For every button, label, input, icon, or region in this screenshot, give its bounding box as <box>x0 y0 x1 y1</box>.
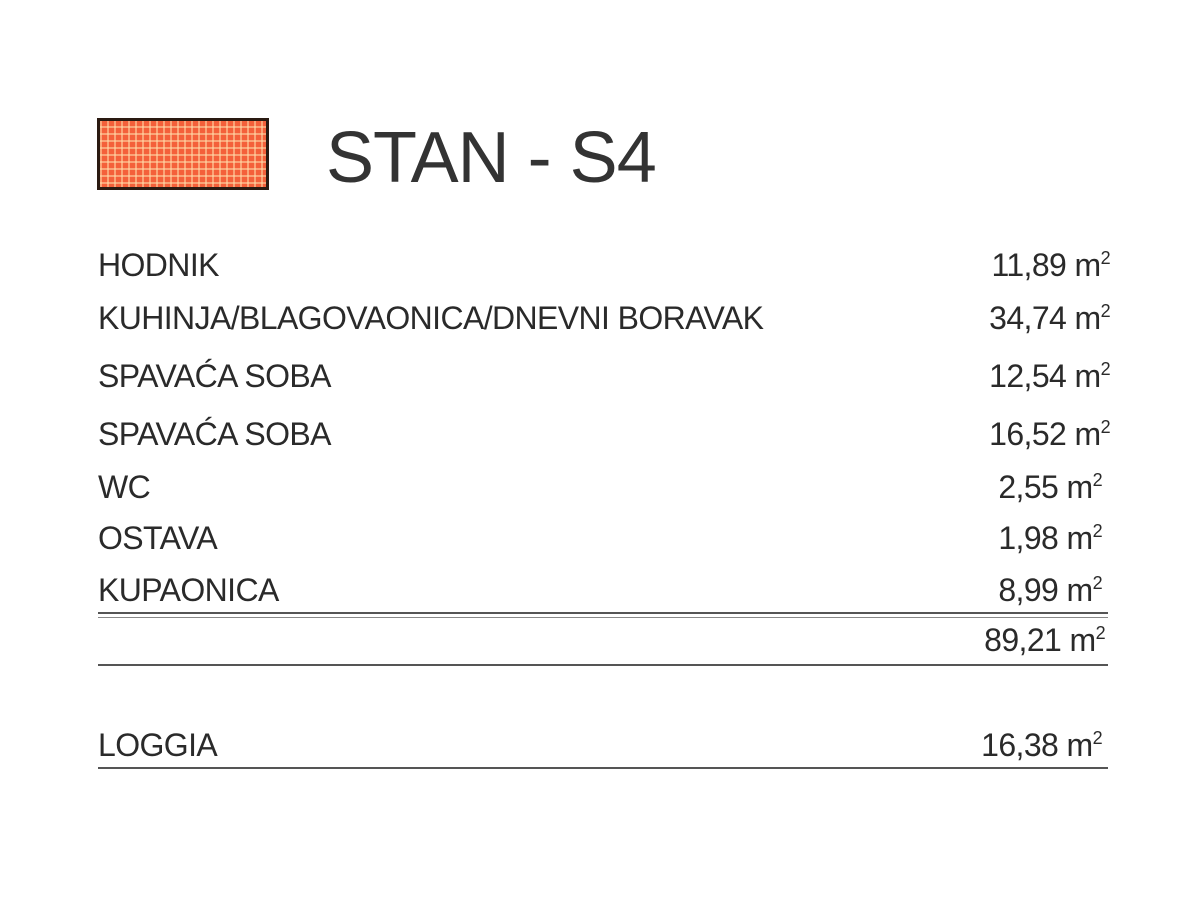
room-name: SPAVAĆA SOBA <box>98 358 332 394</box>
room-name: OSTAVA <box>98 520 218 556</box>
total-row: 89,21 m2 <box>98 620 1110 660</box>
room-row: OSTAVA 1,98 m2 <box>98 518 1110 558</box>
room-area: 11,89 m2 <box>991 247 1111 283</box>
room-row: KUPAONICA 8,99 m2 <box>98 570 1110 610</box>
room-name: SPAVAĆA SOBA <box>98 416 332 452</box>
room-name: HODNIK <box>98 247 219 283</box>
room-row: HODNIK 11,89 m2 <box>98 245 1111 285</box>
room-name: KUPAONICA <box>98 572 279 608</box>
room-row: KUHINJA/BLAGOVAONICA/DNEVNI BORAVAK 34,74… <box>98 298 1111 338</box>
room-row: SPAVAĆA SOBA 12,54 m2 <box>98 356 1111 396</box>
loggia-row: LOGGIA 16,38 m2 <box>98 725 1110 765</box>
room-area: 2,55 m2 <box>998 469 1102 505</box>
divider <box>98 664 1108 666</box>
room-area: 12,54 m2 <box>989 358 1110 394</box>
room-area: 8,99 m2 <box>998 572 1102 608</box>
apartment-color-swatch <box>97 118 269 190</box>
room-row: WC 2,55 m2 <box>98 467 1110 507</box>
room-area: 16,52 m2 <box>989 416 1110 452</box>
room-area: 34,74 m2 <box>989 300 1110 336</box>
loggia-name: LOGGIA <box>98 727 218 763</box>
divider <box>98 617 1108 618</box>
total-area: 89,21 m2 <box>984 622 1105 658</box>
room-row: SPAVAĆA SOBA 16,52 m2 <box>98 414 1111 454</box>
room-area: 1,98 m2 <box>998 520 1102 556</box>
room-name: KUHINJA/BLAGOVAONICA/DNEVNI BORAVAK <box>98 300 764 336</box>
divider <box>98 612 1108 614</box>
loggia-area: 16,38 m2 <box>981 727 1102 763</box>
divider <box>98 767 1108 769</box>
page-title: STAN - S4 <box>326 118 657 198</box>
room-name: WC <box>98 469 151 505</box>
